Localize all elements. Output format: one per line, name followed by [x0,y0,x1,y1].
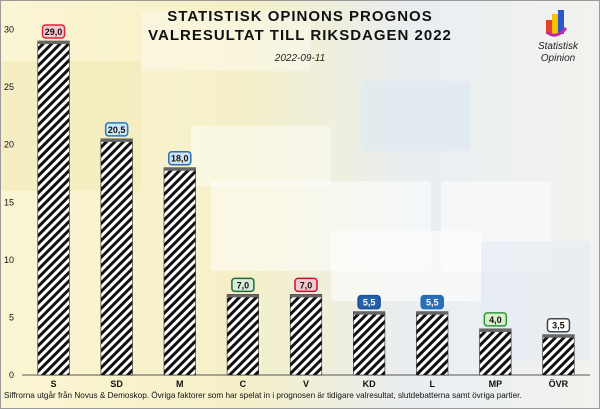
bar-top-shade [416,311,448,315]
footnote: Siffrorna utgår från Novus & Demoskop. Ö… [4,391,522,400]
logo-text-line2: Opinion [540,53,576,64]
x-tick-label: V [303,379,309,389]
value-label-box [41,24,66,39]
bar-l [416,311,449,376]
bar-top-shade [37,41,70,45]
value-label: 29,0 [45,27,63,37]
value-label: 7,0 [300,280,313,290]
x-tick-label: ÖVR [549,379,569,389]
value-label: 7,0 [237,280,250,290]
background-ballot [141,11,311,71]
x-tick-label: S [51,379,57,389]
chart-title-line2: VALRESULTAT TILL RIKSDAGEN 2022 [148,27,452,44]
background-ballot [191,126,331,186]
x-tick-label: M [176,379,184,389]
bar-top-shade [164,167,196,171]
value-label-box [231,277,255,293]
y-tick-label: 30 [4,25,14,35]
bar-top-shade [542,334,575,338]
bar-top-shade [290,294,322,298]
x-tick-label: MP [489,379,503,389]
value-label-box [168,150,192,166]
bar-c [226,294,259,376]
value-label: 18,0 [171,154,189,164]
bar-sd [100,138,133,376]
value-label: 20,5 [108,125,126,135]
value-label-box [546,317,571,333]
bar-m [163,167,196,376]
x-tick-label: SD [110,379,123,389]
value-label-box [420,294,444,310]
bar-övr [542,334,575,376]
bar-top-shade [353,311,385,315]
logo-text: Statistisk Opinion [528,41,588,65]
bar-top-shade [100,138,133,142]
bar-mp [479,328,512,376]
bar-kd [353,311,386,376]
y-tick-label: 25 [4,82,14,92]
x-tick-label: KD [363,379,376,389]
chart-title-line1: STATISTISK OPINONS PROGNOS [167,8,433,25]
bar-top-shade [479,328,512,332]
y-tick-label: 5 [9,312,14,322]
value-label: 5,5 [363,298,376,308]
value-label-box [104,122,129,137]
bar-top-shade [227,294,259,298]
value-label-box [483,312,508,327]
value-label: 3,5 [552,321,565,331]
logo-text-line1: Statistisk [537,41,578,52]
x-tick-label: L [429,379,435,389]
y-tick-label: 15 [4,197,14,207]
value-label-box [294,277,318,293]
bar-s [37,40,70,376]
bar-v [289,294,323,376]
y-tick-label: 20 [4,140,14,150]
background-ballot [361,81,471,151]
value-label: 5,5 [426,298,439,308]
y-tick-label: 10 [4,255,14,265]
value-label: 4,0 [489,315,502,325]
x-tick-label: C [240,379,247,389]
value-label-box [357,294,381,310]
chart-date: 2022-09-11 [274,53,326,64]
y-tick-label: 0 [9,370,14,380]
